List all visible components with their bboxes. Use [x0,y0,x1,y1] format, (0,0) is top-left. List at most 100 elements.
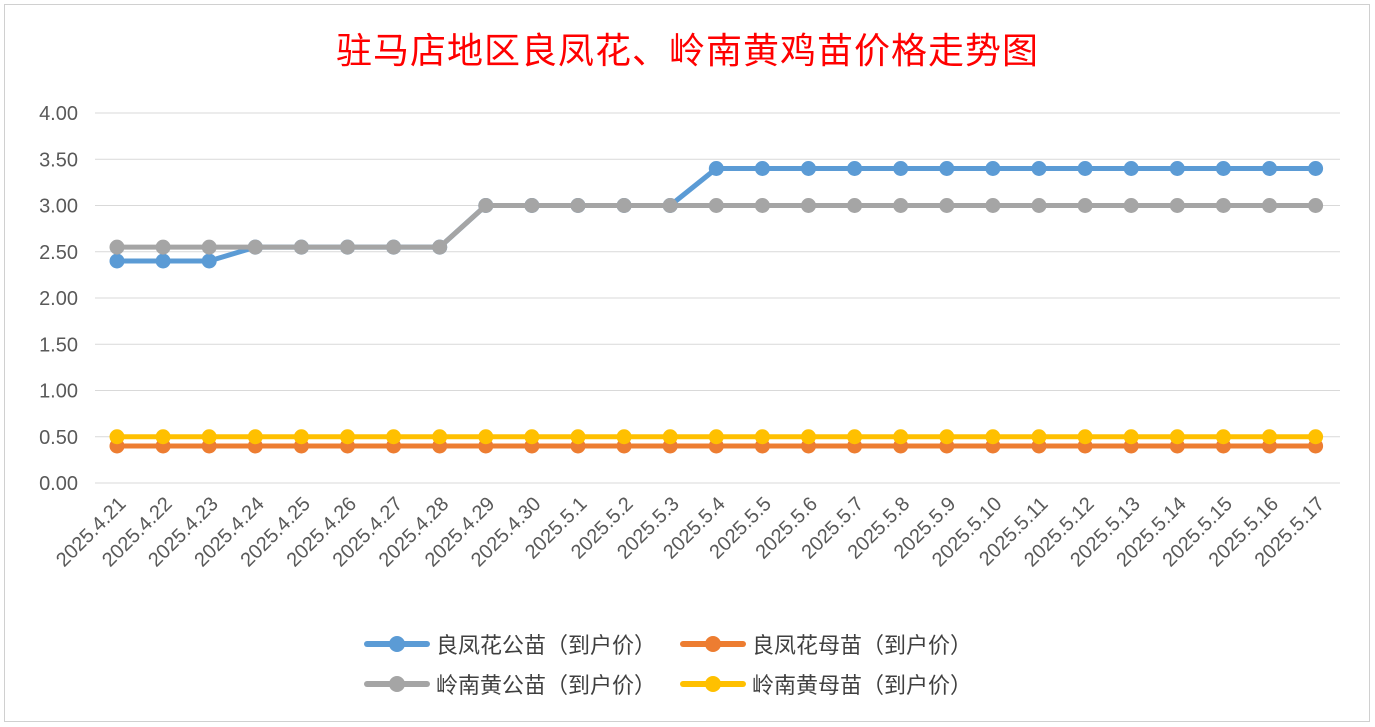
y-axis-ticks: 0.00 0.50 1.00 1.50 2.00 2.50 3.00 3.50 4.00 [39,103,78,495]
data-point [847,198,863,213]
data-point [201,429,217,445]
data-point [1077,161,1093,176]
data-point [478,198,494,213]
data-point [708,198,724,213]
data-point [754,161,770,176]
data-point [801,161,816,176]
data-point [708,429,724,445]
legend-label: 岭南黄公苗（到户价） [436,674,657,699]
data-point [478,429,494,445]
legend-row-2: 岭南黄公苗（到户价） 岭南黄母苗（到户价） [364,668,996,700]
legend-label: 良凤花公苗（到户价） [436,634,657,659]
data-point [109,239,125,255]
data-point [1215,429,1231,445]
legend-row-1: 良凤花公苗（到户价） 良凤花母苗（到户价） [364,628,996,660]
data-point [847,429,863,445]
data-point [662,198,678,213]
data-point [985,429,1001,445]
data-point [801,198,816,213]
y-tick-label: 3.00 [39,196,78,218]
data-point [201,239,217,255]
data-point [109,429,125,445]
data-point [570,198,586,213]
data-point [201,253,217,269]
data-point [616,429,632,445]
data-point [1077,429,1093,445]
data-point [1031,198,1047,213]
data-point [893,198,909,213]
data-point [155,239,171,255]
legend-swatch [680,632,747,656]
data-point [1215,198,1231,213]
data-point [662,429,678,445]
y-tick-label: 0.00 [39,473,78,495]
data-point [524,198,540,213]
data-point [293,429,309,445]
legend-item-lingnanhuang-male[interactable]: 岭南黄公苗（到户价） [364,668,656,700]
data-point [847,161,863,176]
y-tick-label: 1.50 [39,334,78,356]
data-point [386,429,402,445]
data-point [708,161,724,176]
y-tick-label: 2.00 [39,288,78,310]
y-tick-label: 0.50 [39,427,78,449]
data-point [1308,429,1324,445]
data-point [939,429,955,445]
legend-label: 良凤花母苗（到户价） [752,634,973,659]
data-point [1031,429,1047,445]
data-point [570,429,586,445]
data-point [109,253,125,269]
data-point [1169,198,1185,213]
data-point [939,161,955,176]
legend-item-liangfenghua-male[interactable]: 良凤花公苗（到户价） [364,628,656,660]
data-point [386,239,402,255]
data-point [985,198,1001,213]
data-point [801,429,816,445]
data-point [754,198,770,213]
data-point [247,429,263,445]
y-tick-label: 2.50 [39,242,78,264]
x-axis-ticks: 2025.4.212025.4.222025.4.232025.4.242025… [52,493,1329,571]
data-point [155,429,171,445]
data-point [1031,161,1047,176]
data-point [985,161,1001,176]
y-tick-label: 4.00 [39,103,78,125]
data-point [1262,429,1277,445]
data-point [1077,198,1093,213]
chart-frame [4,4,1370,722]
data-point [1123,198,1139,213]
data-point [524,429,540,445]
y-tick-label: 3.50 [39,149,78,171]
legend-swatch [680,672,747,696]
data-point [340,239,355,255]
data-point [432,429,448,445]
data-point [616,198,632,213]
data-point [1262,198,1277,213]
data-point [893,429,909,445]
legend-label: 岭南黄母苗（到户价） [752,674,973,699]
data-point [1123,429,1139,445]
legend-item-lingnanhuang-female[interactable]: 岭南黄母苗（到户价） [680,668,972,700]
data-point [1169,161,1185,176]
data-point [293,239,309,255]
data-point [340,429,355,445]
data-point [754,429,770,445]
data-point [1215,161,1231,176]
data-point [247,239,263,255]
data-point [1169,429,1185,445]
legend-swatch [364,672,430,696]
y-tick-label: 1.00 [39,381,78,403]
data-point [1262,161,1277,176]
data-point [155,253,171,269]
data-point [893,161,909,176]
data-point [939,198,955,213]
chart-title: 驻马店地区良凤花、岭南黄鸡苗价格走势图 [335,31,1039,72]
data-point [1308,198,1324,213]
data-point [432,239,448,255]
data-point [1308,161,1324,176]
series-group [109,161,1324,454]
legend-item-liangfenghua-female[interactable]: 良凤花母苗（到户价） [680,628,972,660]
legend-swatch [364,632,430,656]
data-point [1123,161,1139,176]
